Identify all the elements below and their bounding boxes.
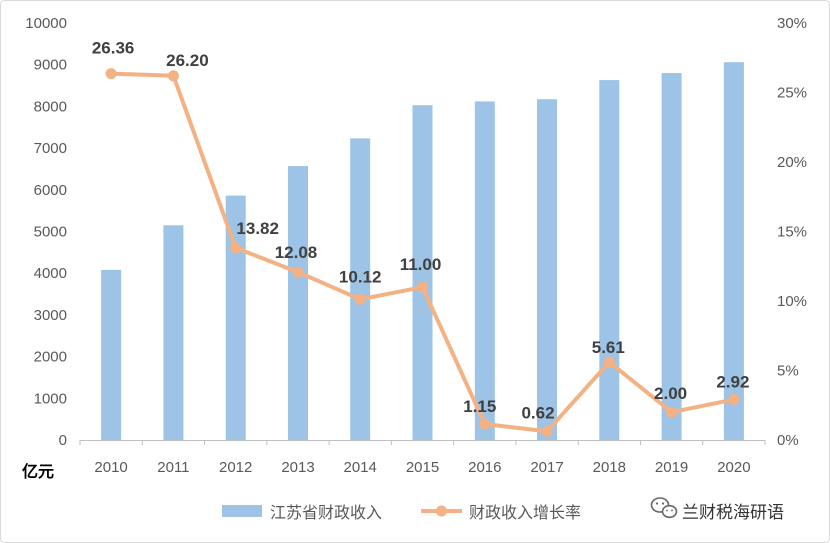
left-axis-tick-label: 4000 [34,265,67,282]
legend-item-revenue: 江苏省财政收入 [222,503,382,522]
legend-item-growth-rate: 财政收入增长率 [421,503,581,522]
bar-2014 [350,138,371,440]
line-point-2020 [728,393,740,405]
line-point-2015 [417,281,428,293]
data-labels: 26.36 26.20 13.82 12.08 10.12 11.00 1.15 0.62 5.… [92,39,750,423]
bar-2016 [474,101,495,441]
x-axis-tick-label: 2016 [468,459,501,476]
legend-bar-swatch [222,505,262,517]
right-axis-tick-label: 20% [777,154,807,171]
line-point-2014 [354,293,366,305]
legend-label-revenue: 江苏省财政收入 [270,503,382,522]
bar-2015 [412,105,433,440]
bar-2011 [163,225,184,440]
left-axis-tick-label: 7000 [34,140,67,157]
legend-label-growth-rate: 财政收入增长率 [469,503,581,522]
left-axis-tick-label: 5000 [34,224,67,241]
line-point-2010 [105,68,117,80]
right-axis-tick-label: 0% [777,432,799,449]
line-point-2013 [292,266,304,278]
left-axis-unit-label: 亿元 [22,462,54,481]
line-point-2012 [230,242,242,254]
data-label-2011: 26.20 [166,51,209,70]
bar-2018 [599,80,620,440]
data-label-2019: 2.00 [654,384,687,403]
x-axis-tick-label: 2020 [717,459,750,476]
data-label-2015: 11.00 [400,255,442,274]
left-axis-tick-label: 8000 [34,98,67,115]
watermark: 兰财税海研语 [650,497,784,523]
data-label-2020: 2.92 [716,372,749,391]
line-series-growth-rate [105,68,740,437]
bar-2012 [225,195,246,440]
x-axis-tick-label: 2011 [157,459,189,476]
data-label-2017: 0.62 [521,403,554,422]
bar-2013 [288,166,308,440]
line-point-2018 [603,356,615,368]
right-axis-tick-label: 25% [777,85,807,102]
data-label-2010: 26.36 [92,39,135,58]
x-axis-tick-label: 2019 [655,459,688,476]
x-axis-tick-label: 2014 [344,459,377,476]
line-point-2011 [167,70,179,82]
right-axis-tick-label: 15% [777,224,807,241]
bar-2017 [537,99,557,440]
data-label-2014: 10.12 [339,267,382,286]
left-axis-tick-label: 6000 [34,182,67,199]
left-axis-tick-label: 0 [59,432,67,449]
right-axis-tick-label: 10% [777,293,807,310]
bar-2010 [101,269,122,440]
x-axis-tick-label: 2017 [530,459,563,476]
data-label-2012: 13.82 [236,219,279,238]
wechat-icon [650,497,678,519]
left-axis-tick-label: 2000 [34,349,67,366]
right-axis-tick-label: 5% [777,363,799,380]
line-point-2019 [666,406,678,418]
bar-series-revenue [101,62,744,441]
left-axis-tick-label: 3000 [34,307,67,324]
line-point-2017 [541,425,553,437]
right-axis-tick-label: 30% [777,15,807,32]
x-axis-tick-label: 2013 [281,459,314,476]
legend-line-marker [436,505,447,517]
x-axis-tick-label: 2012 [219,459,252,476]
left-axis-tick-label: 9000 [34,57,67,74]
left-axis-tick-label: 10000 [25,15,67,32]
axes: 0 1000 2000 3000 4000 5000 6000 7000 8000 9000 100… [25,15,807,476]
data-label-2013: 12.08 [275,243,318,262]
data-label-2016: 1.15 [463,397,496,416]
watermark-text: 兰财税海研语 [682,503,784,523]
x-axis-tick-label: 2015 [406,459,439,476]
data-label-2018: 5.61 [592,338,625,357]
left-axis-tick-label: 1000 [34,390,67,407]
legend: 江苏省财政收入 财政收入增长率 [222,503,581,522]
x-axis-tick-label: 2010 [94,459,127,476]
line-point-2016 [479,418,491,430]
bar-2019 [661,73,682,440]
x-axis-tick-label: 2018 [593,459,626,476]
bar-2020 [723,62,744,440]
